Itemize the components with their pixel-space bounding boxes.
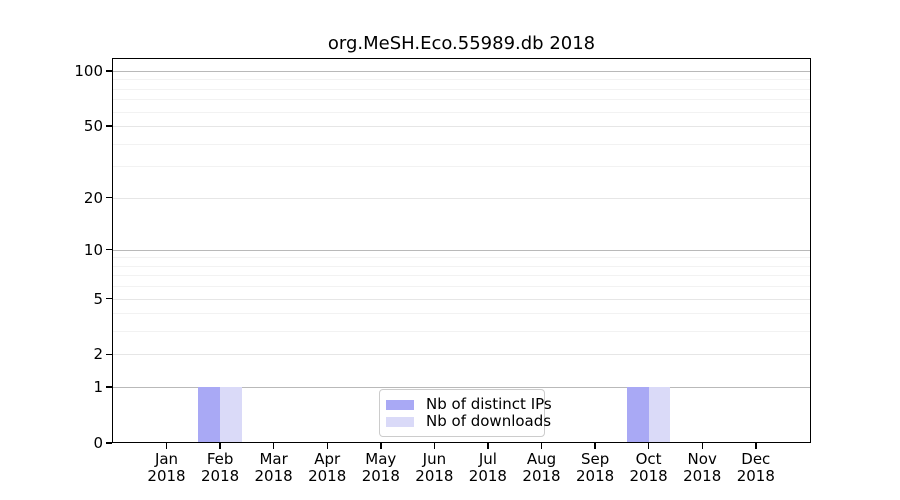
y-tick-label-1: 1 <box>93 378 103 397</box>
x-tick-mark-jul <box>487 443 489 449</box>
legend-label-downloads: Nb of downloads <box>426 412 552 430</box>
x-tick-mark-jun <box>433 443 436 449</box>
x-tick-label-mar: Mar 2018 <box>254 450 293 485</box>
y-tick-label-100: 100 <box>74 61 103 80</box>
y-tick-mark-100 <box>106 70 112 72</box>
x-tick-label-sep: Sep 2018 <box>576 450 615 485</box>
legend-swatch-downloads <box>386 416 414 427</box>
gridline-5 <box>112 298 811 300</box>
legend-swatch-distinct-ips <box>386 399 414 410</box>
x-tick-mark-aug <box>540 443 543 449</box>
gridline-minor-70 <box>112 99 811 101</box>
legend: Nb of distinct IPs Nb of downloads <box>379 389 552 437</box>
x-tick-label-feb: Feb 2018 <box>201 450 240 485</box>
x-tick-mark-apr <box>326 443 328 449</box>
gridline-minor-4 <box>112 313 811 315</box>
x-tick-label-aug: Aug 2018 <box>522 450 561 485</box>
y-tick-mark-2 <box>106 353 112 356</box>
gridline-1 <box>112 387 811 389</box>
x-tick-mark-mar <box>272 443 275 449</box>
y-tick-mark-20 <box>106 196 112 199</box>
y-tick-mark-50 <box>106 125 112 127</box>
x-tick-label-may: May 2018 <box>361 450 400 485</box>
gridline-minor-30 <box>112 166 811 168</box>
x-tick-label-jun: Jun 2018 <box>415 450 454 485</box>
y-tick-label-2: 2 <box>93 345 103 364</box>
legend-item-downloads: Nb of downloads <box>386 413 551 430</box>
gridline-minor-90 <box>112 79 811 81</box>
gridline-minor-7 <box>112 275 811 277</box>
x-tick-label-oct: Oct 2018 <box>629 450 668 485</box>
gridline-2 <box>112 354 811 356</box>
gridline-minor-8 <box>112 265 811 267</box>
legend-label-distinct-ips: Nb of distinct IPs <box>426 395 552 413</box>
y-tick-mark-0 <box>106 442 112 444</box>
legend-item-distinct-ips: Nb of distinct IPs <box>386 396 552 413</box>
x-tick-label-nov: Nov 2018 <box>683 450 722 485</box>
y-tick-label-0: 0 <box>93 434 103 452</box>
plot-area: 0 1 2 5 10 20 50 100 Jan 2018 Feb 2018 Mar 2018 Ap… <box>74 58 811 485</box>
y-tick-mark-1 <box>106 386 112 388</box>
chart-title: org.MeSH.Eco.55989.db 2018 <box>327 33 596 54</box>
gridline-10 <box>112 249 811 251</box>
y-tick-label-20: 20 <box>83 188 103 207</box>
x-tick-mark-dec <box>755 443 757 449</box>
gridline-minor-9 <box>112 257 811 259</box>
bar-downloads-oct-2018 <box>648 387 671 443</box>
gridline-50 <box>112 126 811 127</box>
bar-distinct-ips-oct-2018 <box>626 387 649 443</box>
y-tick-mark-10 <box>106 248 112 251</box>
y-tick-label-50: 50 <box>83 117 103 135</box>
x-tick-mark-oct <box>647 443 650 449</box>
x-tick-label-apr: Apr 2018 <box>308 450 347 485</box>
x-tick-label-jan: Jan 2018 <box>147 450 186 485</box>
gridline-minor-60 <box>112 111 811 113</box>
y-tick-mark-5 <box>106 297 112 300</box>
x-tick-mark-sep <box>594 443 596 449</box>
gridline-minor-6 <box>112 286 811 288</box>
x-tick-mark-nov <box>701 443 703 449</box>
x-tick-mark-may <box>380 443 382 449</box>
x-tick-mark-feb <box>219 443 221 449</box>
bar-downloads-feb-2018 <box>220 387 242 443</box>
gridline-100 <box>112 70 811 72</box>
y-tick-label-5: 5 <box>93 289 103 308</box>
gridline-minor-40 <box>112 143 811 145</box>
x-tick-mark-jan <box>165 443 168 449</box>
gridline-minor-3 <box>112 331 811 333</box>
bar-distinct-ips-feb-2018 <box>198 387 221 443</box>
gridline-20 <box>112 197 811 199</box>
x-tick-label-jul: Jul 2018 <box>468 450 507 485</box>
x-tick-label-dec: Dec 2018 <box>736 450 775 485</box>
gridline-minor-80 <box>112 88 811 90</box>
y-tick-label-10: 10 <box>83 240 103 259</box>
